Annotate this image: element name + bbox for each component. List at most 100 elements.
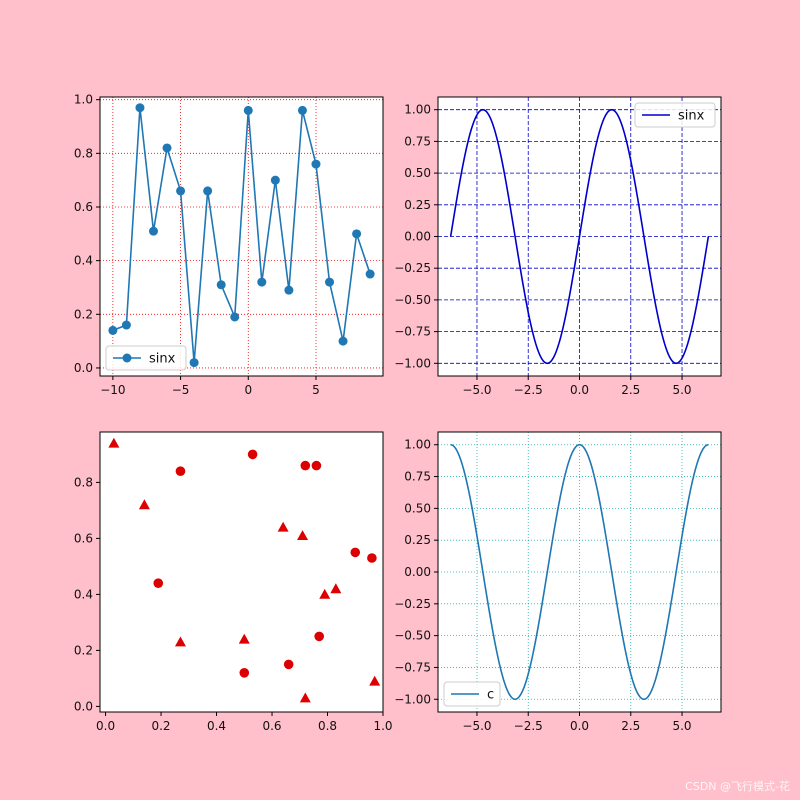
data-point — [121, 320, 131, 330]
x-tick-label: 2.5 — [621, 383, 640, 397]
data-point — [216, 280, 226, 290]
x-tick-label: −2.5 — [514, 383, 543, 397]
data-point — [297, 105, 307, 115]
data-point — [148, 226, 158, 236]
y-tick-label: −0.50 — [394, 629, 431, 643]
legend-marker — [122, 353, 132, 363]
x-tick-label: −5.0 — [462, 719, 491, 733]
axes-frame — [99, 96, 384, 377]
y-tick-label: 1.0 — [74, 93, 93, 107]
series-line-sinx — [449, 108, 710, 365]
scatter-point-circle — [300, 460, 311, 471]
data-point — [284, 285, 294, 295]
y-tick-label: −0.75 — [394, 660, 431, 674]
data-point — [365, 269, 375, 279]
legend-box — [105, 345, 187, 371]
scatter-point-triangle — [369, 675, 381, 686]
x-tick-label: 1.0 — [373, 719, 392, 733]
scatter-point-triangle — [277, 521, 289, 532]
y-tick-label: 0.25 — [404, 533, 431, 547]
scatter-point-circle — [175, 466, 186, 477]
scatter-point-circle — [314, 631, 324, 642]
x-tick-label: 5 — [312, 383, 320, 397]
x-tick-label: 0.4 — [207, 719, 226, 733]
y-tick-label: −0.25 — [394, 261, 431, 275]
y-tick-label: 0.4 — [74, 587, 93, 601]
watermark: CSDN @飞行模式-花 — [685, 780, 790, 793]
data-point — [311, 159, 321, 169]
y-tick-label: −0.75 — [394, 325, 431, 339]
scatter-point-triangle — [319, 588, 331, 599]
x-tick-label: 0 — [244, 383, 252, 397]
scatter-point-circle — [153, 578, 164, 588]
scatter-point-triangle — [299, 692, 311, 703]
data-point — [230, 312, 240, 322]
y-tick-label: 1.00 — [404, 438, 431, 452]
data-point — [257, 277, 267, 287]
data-point — [189, 358, 199, 368]
x-tick-label: 0.0 — [570, 719, 589, 733]
data-point — [203, 186, 213, 196]
axes-background — [100, 97, 383, 376]
chart-sine: −5.0 −2.5 0.0 2.5 5.0 −1.00 −0.75 −0.50 −0.25 0.0… — [394, 96, 722, 397]
legend-box — [634, 102, 716, 128]
y-tick-label: 0.00 — [404, 230, 431, 244]
series-line-c — [450, 443, 709, 701]
chart-random-line: −10 −5 0 5 0.0 0.2 0.4 0.6 0.8 1.0 sinx — [74, 93, 384, 397]
y-tick-label: −0.25 — [394, 597, 431, 611]
legend-label: c — [487, 688, 494, 703]
data-point — [270, 175, 280, 185]
data-point — [162, 143, 172, 153]
data-point — [352, 229, 362, 239]
axes-frame — [99, 431, 384, 713]
x-tick-label: 5.0 — [672, 719, 691, 733]
y-tick-label: 0.0 — [74, 699, 93, 713]
data-point — [243, 105, 253, 115]
x-tick-label: −5.0 — [462, 383, 491, 397]
y-tick-label: 0.75 — [404, 134, 431, 148]
y-tick-label: −0.50 — [394, 293, 431, 307]
y-tick-label: 0.2 — [74, 643, 93, 657]
scatter-point-circle — [239, 668, 250, 678]
legend-label: sinx — [678, 109, 705, 124]
scatter-point-circle — [247, 449, 258, 460]
legend: c — [443, 681, 501, 707]
x-tick-label: −10 — [100, 383, 125, 397]
scatter-point-triangle — [238, 633, 250, 644]
x-tick-label: 0.0 — [570, 383, 589, 397]
legend-label: sinx — [149, 352, 176, 367]
x-tick-label: −2.5 — [514, 719, 543, 733]
x-tick-label: −5 — [172, 383, 190, 397]
y-tick-label: 0.00 — [404, 565, 431, 579]
y-tick-label: −1.00 — [394, 692, 431, 706]
y-tick-label: 0.0 — [74, 361, 93, 375]
y-tick-label: 0.50 — [404, 166, 431, 180]
y-tick-label: 0.8 — [74, 475, 93, 489]
x-tick-label: 0.2 — [151, 719, 170, 733]
axes-background — [100, 432, 383, 712]
x-tick-label: 0.8 — [318, 719, 337, 733]
scatter-point-triangle — [330, 583, 342, 594]
scatter-point-triangle — [174, 636, 186, 647]
x-tick-label: 5.0 — [672, 383, 691, 397]
scatter-point-triangle — [108, 437, 120, 448]
chart-random-scatter: 0.0 0.2 0.4 0.6 0.8 1.0 0.0 0.2 0.4 0.6 0.8 — [74, 431, 393, 733]
y-tick-label: −1.00 — [394, 356, 431, 370]
y-tick-label: 0.8 — [74, 146, 93, 160]
y-tick-label: 0.2 — [74, 307, 93, 321]
scatter-point-circle — [283, 659, 294, 670]
chart-cosine: −5.0 −2.5 0.0 2.5 5.0 −1.00 −0.75 −0.50 −0.25 0.0… — [394, 431, 722, 733]
y-tick-label: 0.25 — [404, 198, 431, 212]
data-point — [325, 277, 335, 287]
y-tick-label: 0.75 — [404, 470, 431, 484]
scatter-point-triangle — [297, 530, 309, 540]
y-tick-label: 0.6 — [74, 200, 93, 214]
y-tick-label: 0.4 — [74, 254, 93, 268]
legend: sinx — [105, 345, 187, 371]
x-tick-label: 0.0 — [96, 719, 115, 733]
series-line-sinx — [112, 107, 371, 363]
data-point — [338, 336, 348, 346]
data-point — [108, 325, 118, 335]
x-tick-label: 2.5 — [621, 719, 640, 733]
